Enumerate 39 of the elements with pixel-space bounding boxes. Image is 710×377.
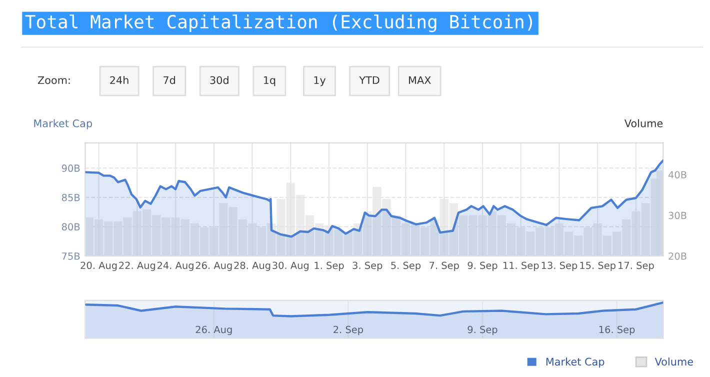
x-tick-label: 9. Sep bbox=[468, 262, 498, 271]
text: 1q bbox=[264, 76, 276, 86]
x-tick-label: 7. Sep bbox=[430, 262, 459, 271]
x-tick-label: 3. Sep bbox=[352, 262, 382, 271]
x-tick-label: 26. Aug bbox=[196, 326, 232, 336]
text: MAX bbox=[409, 76, 431, 84]
legend-label: Volume bbox=[654, 358, 693, 366]
text: YTD bbox=[359, 76, 380, 84]
x-tick-label: 22. Aug bbox=[119, 262, 156, 271]
x-tick-label: 26. Aug bbox=[196, 262, 232, 271]
text: 7d bbox=[164, 76, 176, 84]
x-tick-label: 28. Aug bbox=[234, 262, 270, 271]
x-tick-label: 2. Sep bbox=[334, 326, 364, 336]
y2-tick-label: 30B bbox=[668, 212, 686, 220]
text: 30d bbox=[210, 76, 228, 84]
text: 24h bbox=[110, 76, 128, 84]
x-tick-label: 5. Sep bbox=[391, 262, 421, 271]
y2-tick-label: 40B bbox=[668, 171, 686, 178]
x-tick-label: 16. Sep bbox=[599, 326, 635, 336]
y-tick-label: 90B bbox=[62, 164, 80, 172]
y2-tick-label: 20B bbox=[668, 252, 686, 260]
y2-axis-title: Volume bbox=[624, 119, 663, 128]
x-tick-label: 9. Sep bbox=[468, 326, 498, 336]
legend-label: Market Cap bbox=[546, 358, 604, 368]
y-tick-label: 75B bbox=[62, 252, 80, 260]
x-tick-label: 11. Sep bbox=[503, 262, 539, 271]
x-tick-label: 24. Aug bbox=[157, 262, 194, 271]
x-tick-label: 1. Sep bbox=[314, 262, 344, 271]
y-tick-label: 85B bbox=[62, 194, 80, 202]
text: Zoom: bbox=[38, 76, 70, 84]
x-tick-label: 15. Sep bbox=[580, 262, 616, 271]
x-tick-label: 13. Sep bbox=[542, 262, 578, 271]
y-tick-label: 80B bbox=[62, 223, 80, 231]
chart-title: Total Market Capitalization (Excluding Bitcoin) bbox=[25, 14, 532, 32]
x-tick-label: 20. Aug bbox=[80, 262, 117, 271]
x-tick-label: 30. Aug bbox=[272, 262, 309, 271]
x-tick-label: 17. Sep bbox=[618, 262, 654, 271]
text: 1y bbox=[314, 76, 326, 86]
y-axis-title: Market Cap bbox=[34, 119, 92, 130]
